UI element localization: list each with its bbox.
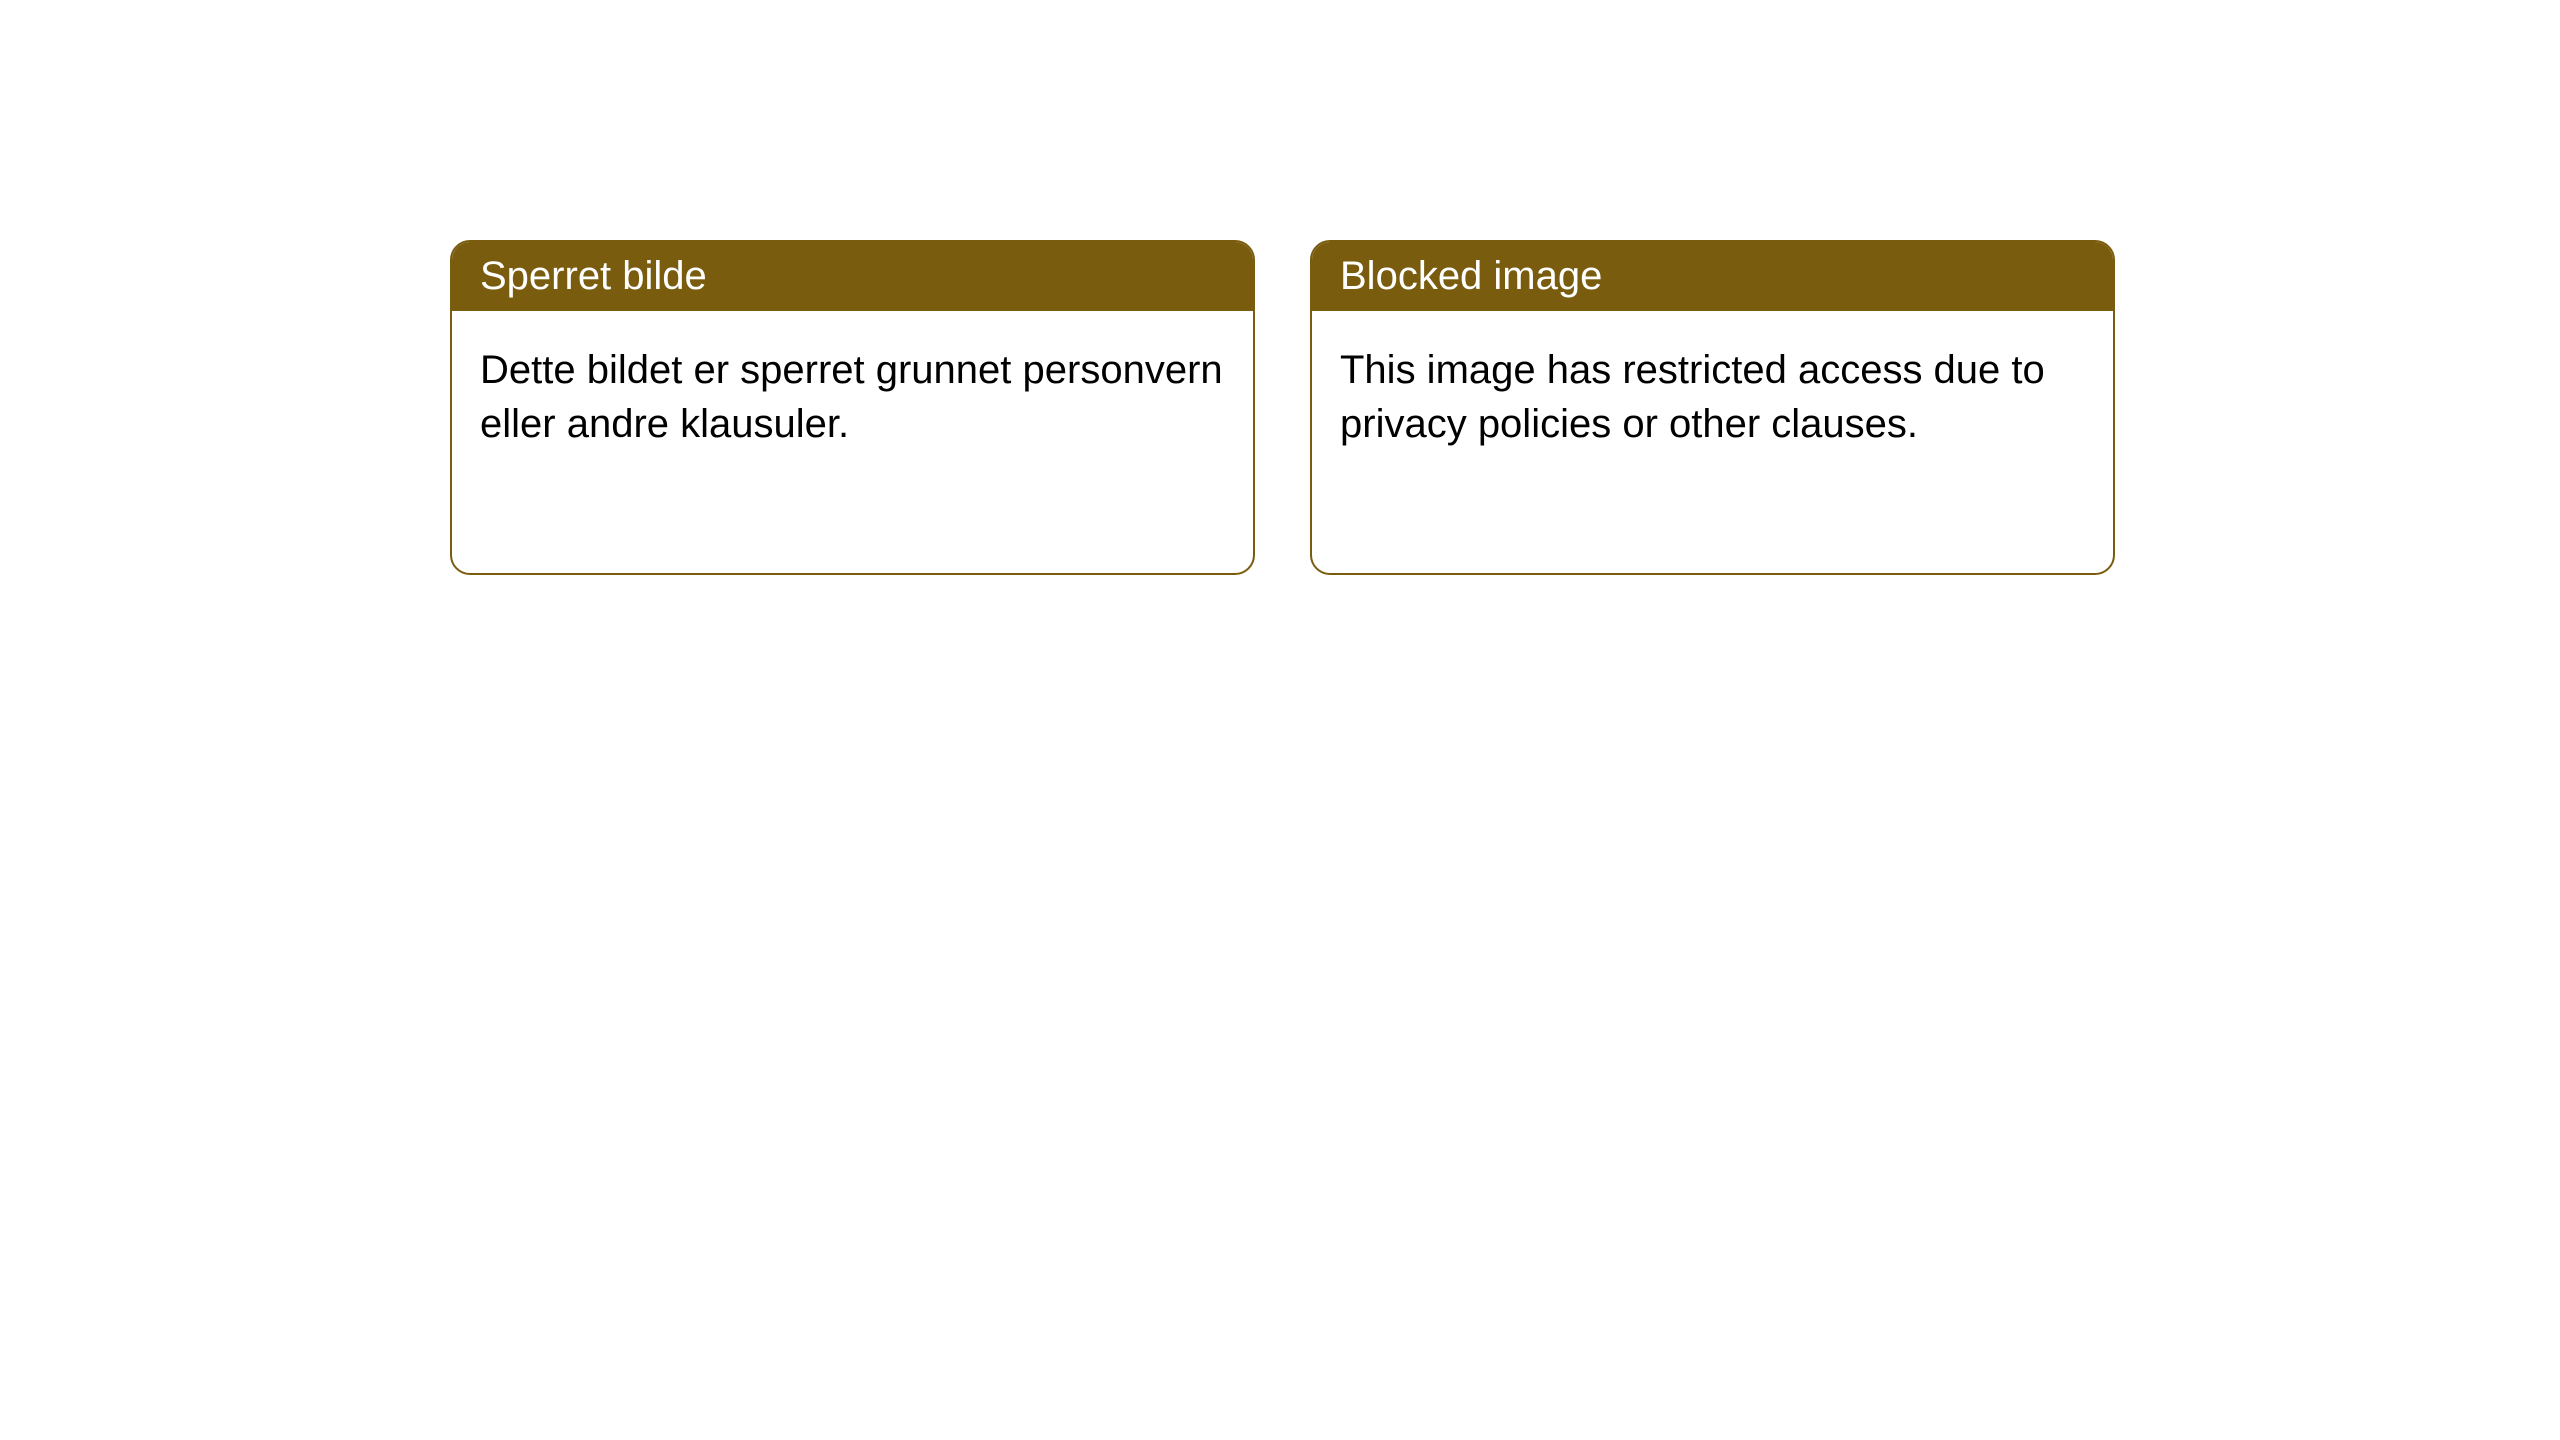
notice-body: Dette bildet er sperret grunnet personve… <box>452 311 1253 483</box>
notice-card-english: Blocked image This image has restricted … <box>1310 240 2115 575</box>
notice-container: Sperret bilde Dette bildet er sperret gr… <box>0 0 2560 575</box>
notice-card-norwegian: Sperret bilde Dette bildet er sperret gr… <box>450 240 1255 575</box>
notice-body-text: This image has restricted access due to … <box>1340 348 2045 446</box>
notice-header: Blocked image <box>1312 242 2113 311</box>
notice-body: This image has restricted access due to … <box>1312 311 2113 483</box>
notice-body-text: Dette bildet er sperret grunnet personve… <box>480 348 1223 446</box>
notice-header-text: Sperret bilde <box>480 254 707 298</box>
notice-header: Sperret bilde <box>452 242 1253 311</box>
notice-header-text: Blocked image <box>1340 254 1602 298</box>
